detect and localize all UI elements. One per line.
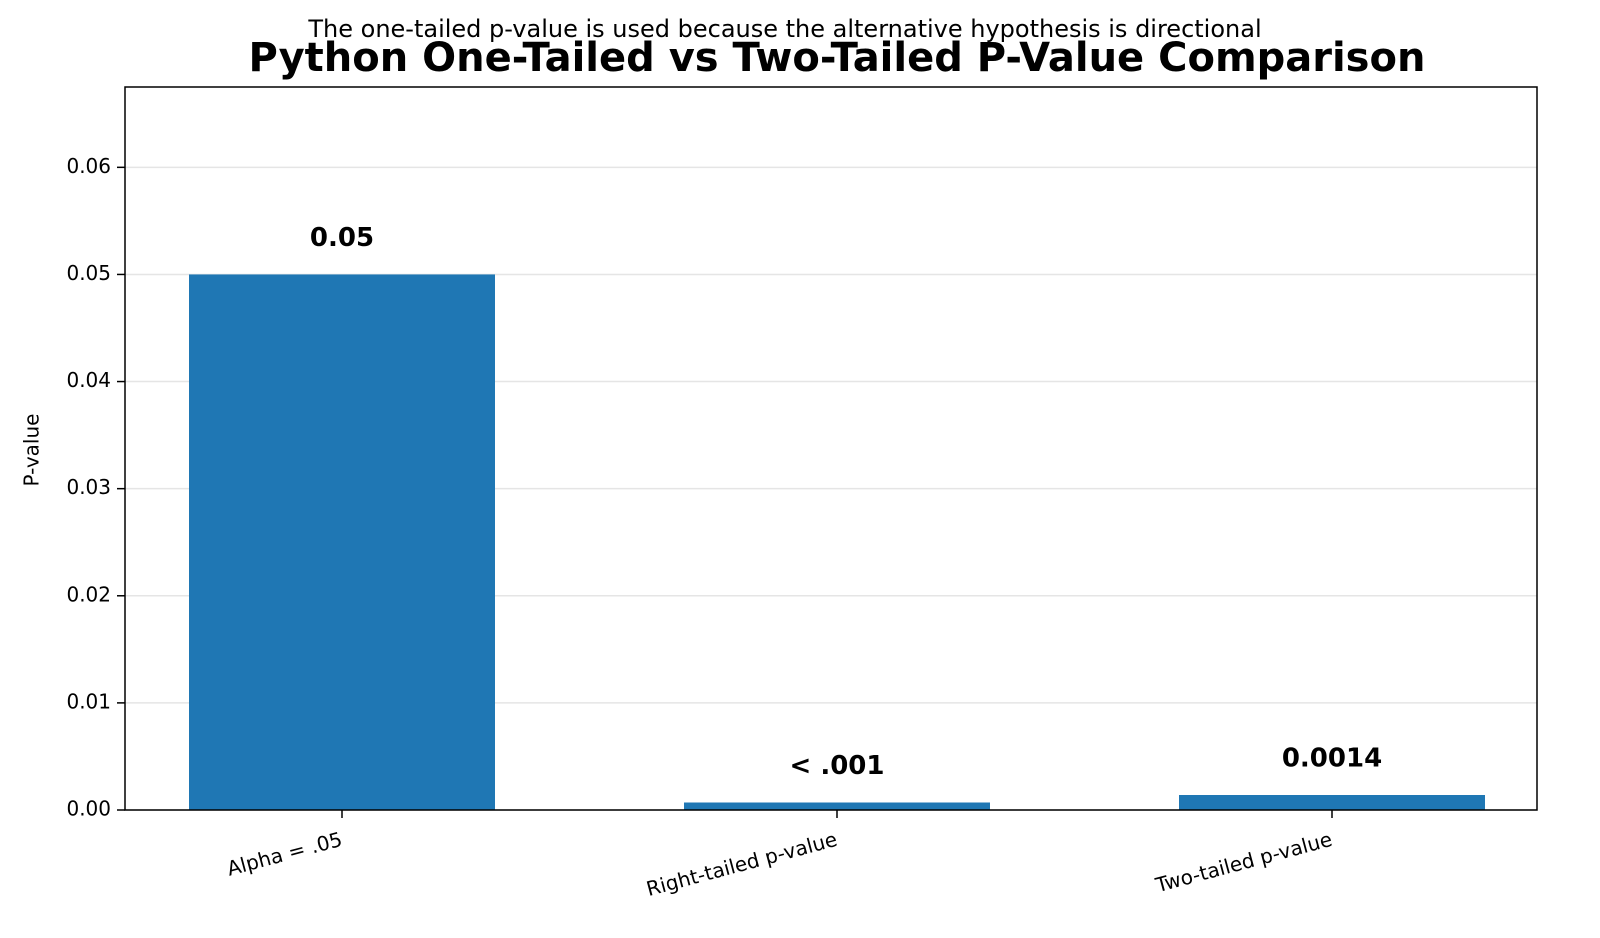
value-label: 0.05 bbox=[310, 223, 374, 253]
bar bbox=[1179, 795, 1485, 810]
y-tick-label: 0.03 bbox=[66, 475, 111, 499]
chart-title: Python One-Tailed vs Two-Tailed P-Value … bbox=[249, 35, 1426, 81]
x-tick-label: Two-tailed p-value bbox=[1152, 827, 1335, 897]
y-tick-label: 0.06 bbox=[66, 154, 111, 178]
y-axis-label: P-value bbox=[20, 414, 44, 487]
x-tick-label: Alpha = .05 bbox=[224, 827, 344, 881]
y-tick-label: 0.04 bbox=[66, 368, 111, 392]
y-tick-label: 0.02 bbox=[66, 582, 111, 606]
y-tick-label: 0.01 bbox=[66, 689, 111, 713]
bar bbox=[684, 802, 990, 810]
x-tick-label: Right-tailed p-value bbox=[644, 827, 840, 901]
chart-subtitle: The one-tailed p-value is used because t… bbox=[307, 15, 1261, 43]
y-tick-label: 0.05 bbox=[66, 261, 111, 285]
value-label: < .001 bbox=[790, 751, 885, 781]
y-tick-label: 0.00 bbox=[66, 797, 111, 821]
bar bbox=[189, 274, 495, 810]
value-label: 0.0014 bbox=[1282, 744, 1382, 774]
plot-frame bbox=[124, 86, 1538, 811]
